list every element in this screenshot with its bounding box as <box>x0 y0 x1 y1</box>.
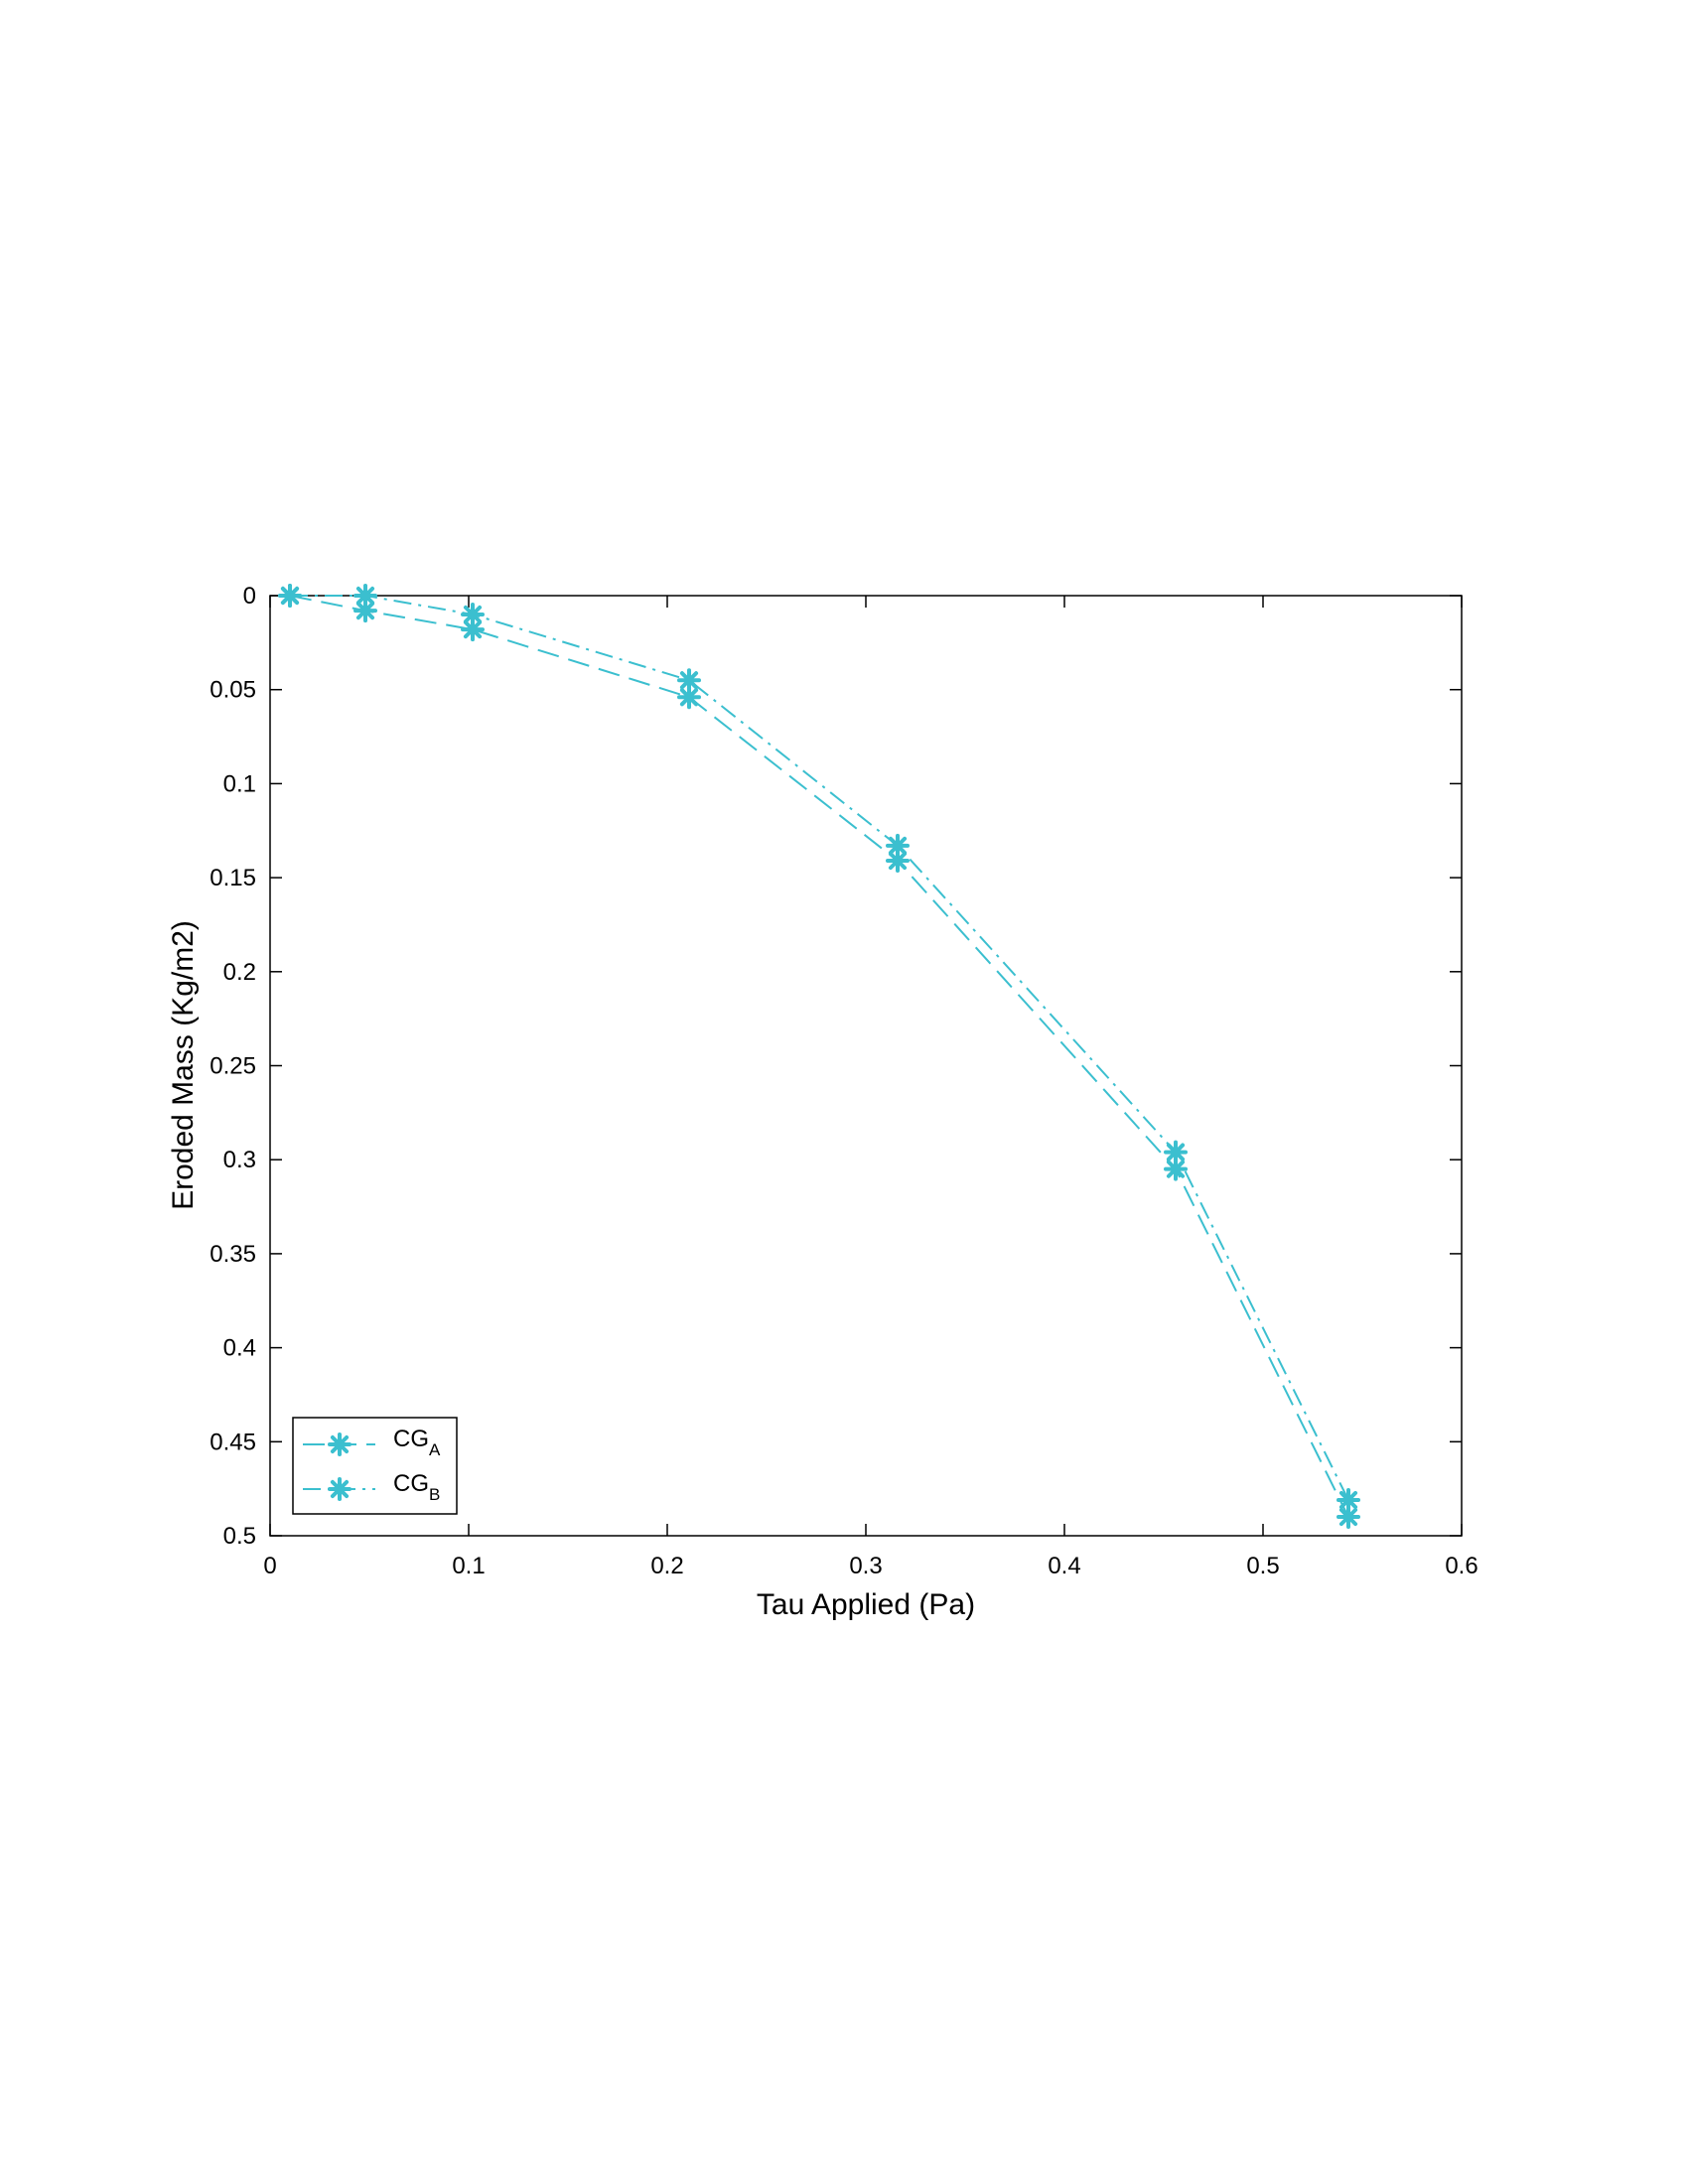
legend-label-name: CG <box>393 1426 429 1452</box>
series-point-b <box>353 584 377 608</box>
legend-label-subscript: A <box>429 1440 441 1459</box>
legend-marker <box>328 1477 352 1501</box>
y-tick-label: 0.25 <box>210 1053 256 1080</box>
x-tick-label: 0.1 <box>452 1553 485 1579</box>
x-tick-label: 0.3 <box>849 1553 882 1579</box>
series-point-b <box>278 584 302 608</box>
x-axis-label: Tau Applied (Pa) <box>757 1588 975 1621</box>
y-axis-label: Eroded Mass (Kg/m2) <box>167 920 200 1210</box>
y-tick-label: 0 <box>243 583 256 610</box>
series-point-b <box>1164 1140 1188 1164</box>
legend-marker <box>328 1433 352 1456</box>
legend-label-subscript: B <box>429 1485 440 1504</box>
x-tick-label: 0.4 <box>1048 1553 1080 1579</box>
x-tick-label: 0.2 <box>650 1553 683 1579</box>
series-point-b <box>677 668 701 693</box>
series-point-b <box>1336 1488 1360 1513</box>
series-point-b <box>461 602 485 626</box>
y-tick-label: 0.5 <box>223 1523 256 1550</box>
axis-ticks: 0 0.1 0.2 0.3 0.4 0.5 0.6 0 0.05 0.1 0.15 0.2 0.25 0.… <box>210 583 1477 1579</box>
series-point-a <box>1336 1505 1360 1530</box>
legend-box <box>292 1417 458 1515</box>
y-tick-label: 0.2 <box>223 959 256 986</box>
series-point-a <box>1164 1157 1188 1181</box>
y-tick-label: 0.15 <box>210 865 256 891</box>
series-point-a <box>353 599 377 623</box>
plot-area <box>269 595 1463 1537</box>
x-tick-label: 0 <box>263 1553 276 1579</box>
y-tick-label: 0.1 <box>223 770 256 797</box>
x-tick-label: 0.6 <box>1445 1553 1477 1579</box>
legend-label-name: CG <box>393 1470 429 1497</box>
legend-label: CGB <box>393 1470 440 1504</box>
y-tick-label: 0.4 <box>223 1335 256 1362</box>
x-tick-label: 0.5 <box>1246 1553 1279 1579</box>
y-tick-label: 0.05 <box>210 677 256 704</box>
series-point-b <box>886 833 910 858</box>
y-tick-label: 0.35 <box>210 1241 256 1268</box>
y-tick-label: 0.45 <box>210 1429 256 1455</box>
y-tick-label: 0.3 <box>223 1147 256 1173</box>
series-layer <box>278 584 1360 1530</box>
legend-label: CGA <box>393 1426 441 1459</box>
